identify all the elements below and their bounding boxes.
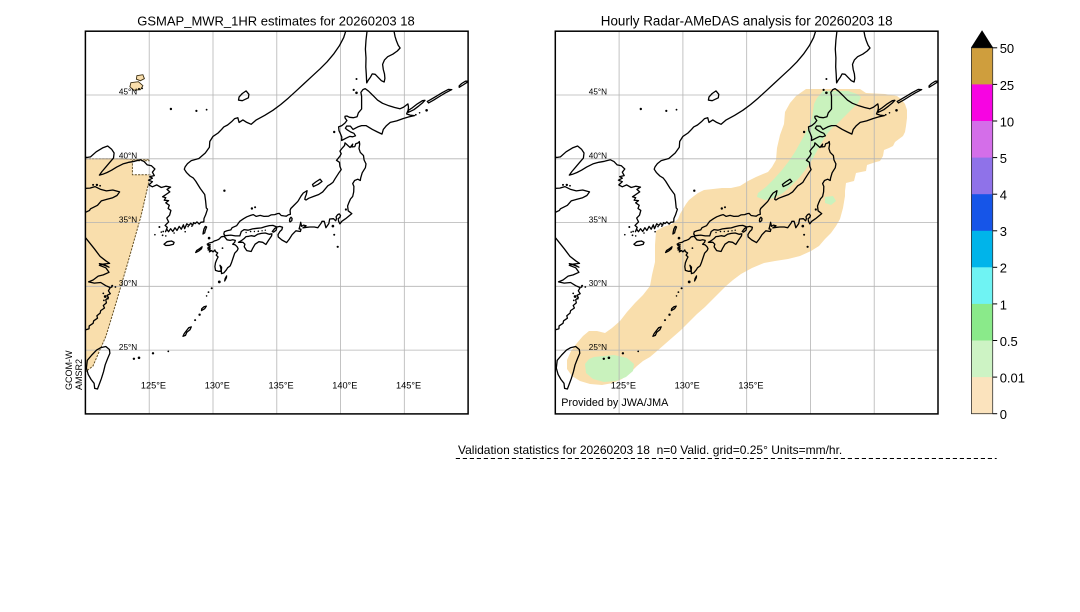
svg-text:GSMAP_MWR_1HR estimates for 20: GSMAP_MWR_1HR estimates for 20260203 18 (137, 14, 414, 29)
svg-text:35°N: 35°N (119, 215, 137, 224)
svg-text:Validation statistics for 2026: Validation statistics for 20260203 18 n=… (458, 443, 842, 457)
svg-text:35°N: 35°N (589, 215, 607, 224)
svg-text:145°E: 145°E (396, 381, 421, 391)
svg-text:25: 25 (1000, 78, 1014, 93)
svg-text:GCOM-W: GCOM-W (64, 350, 74, 390)
svg-text:4: 4 (1000, 188, 1007, 203)
svg-text:25°N: 25°N (119, 343, 137, 352)
svg-text:5: 5 (1000, 151, 1007, 166)
svg-text:Provided by JWA/JMA: Provided by JWA/JMA (561, 397, 669, 409)
svg-text:125°E: 125°E (141, 381, 166, 391)
svg-text:3: 3 (1000, 224, 1007, 239)
svg-text:1: 1 (1000, 297, 1007, 312)
svg-text:0.5: 0.5 (1000, 334, 1018, 349)
svg-text:40°N: 40°N (589, 152, 607, 161)
svg-text:135°E: 135°E (738, 381, 763, 391)
svg-text:AMSR2: AMSR2 (74, 359, 84, 390)
svg-text:125°E: 125°E (611, 381, 636, 391)
svg-text:Hourly Radar-AMeDAS analysis f: Hourly Radar-AMeDAS analysis for 2026020… (601, 14, 893, 29)
svg-text:45°N: 45°N (119, 88, 137, 97)
svg-text:130°E: 130°E (205, 381, 230, 391)
svg-text:25°N: 25°N (589, 343, 607, 352)
svg-text:0: 0 (1000, 407, 1007, 422)
svg-text:10: 10 (1000, 114, 1014, 129)
svg-text:45°N: 45°N (589, 88, 607, 97)
svg-text:30°N: 30°N (589, 279, 607, 288)
svg-text:0.01: 0.01 (1000, 371, 1025, 386)
svg-text:135°E: 135°E (269, 381, 294, 391)
svg-text:50: 50 (1000, 41, 1014, 56)
svg-text:40°N: 40°N (119, 152, 137, 161)
svg-text:30°N: 30°N (119, 279, 137, 288)
svg-text:140°E: 140°E (332, 381, 357, 391)
svg-text:130°E: 130°E (675, 381, 700, 391)
svg-text:2: 2 (1000, 261, 1007, 276)
